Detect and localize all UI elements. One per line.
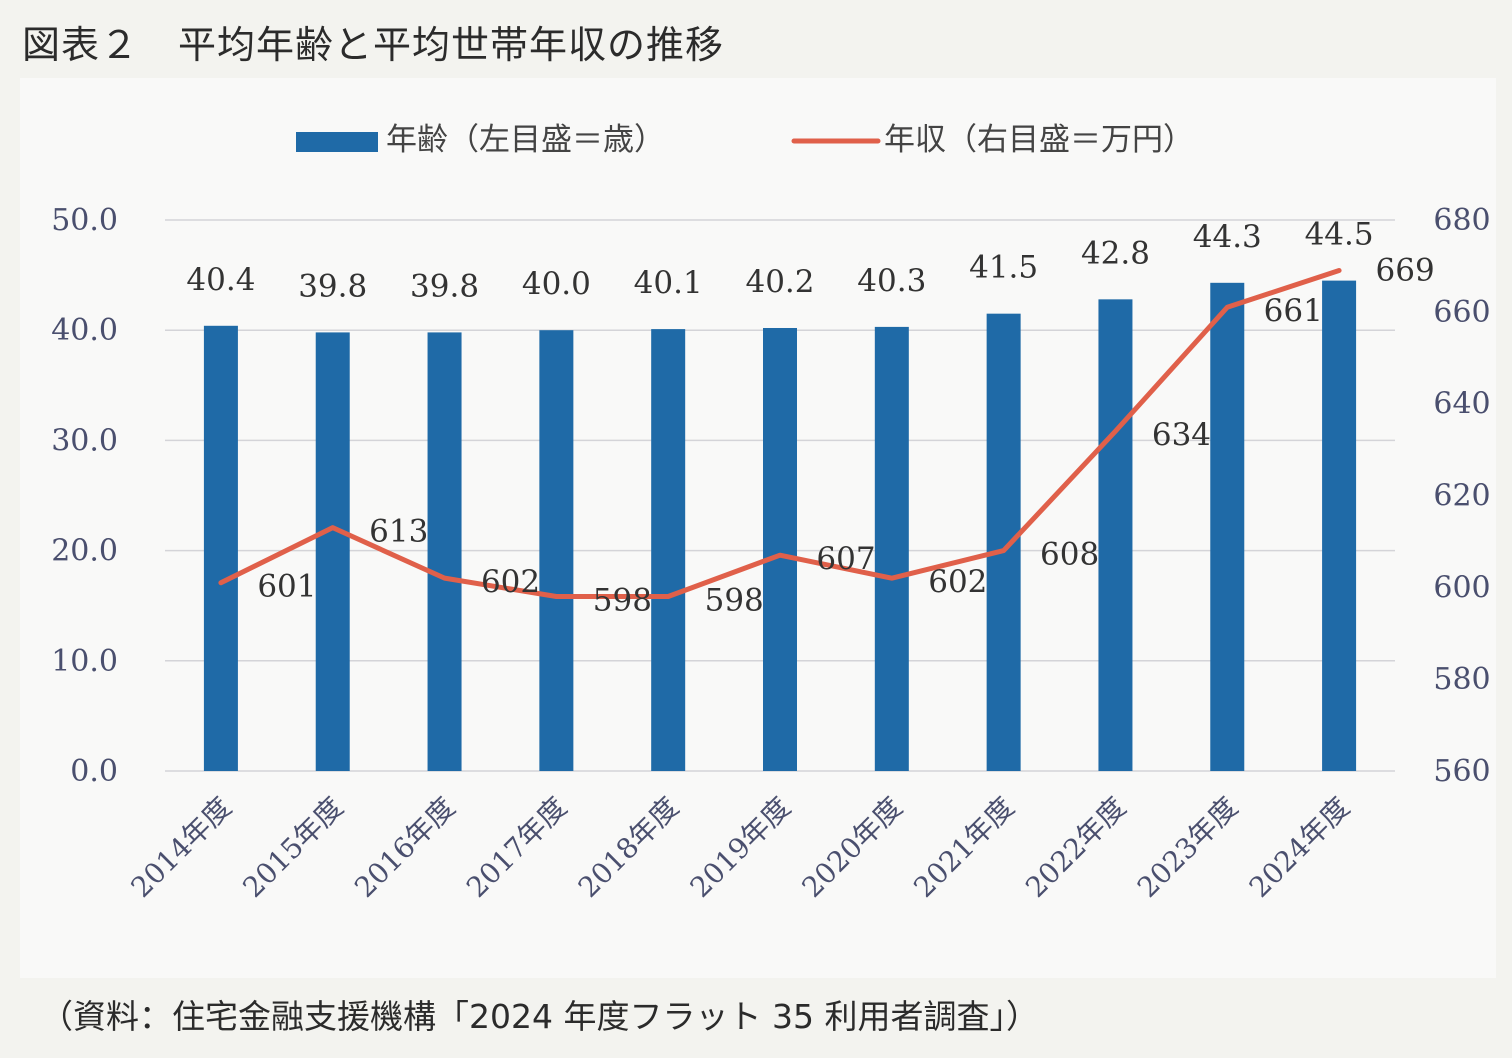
y-left-tick-label: 40.0 — [51, 313, 118, 348]
x-tick-label: 2023年度 — [1131, 791, 1244, 904]
legend-swatch-age — [296, 132, 378, 152]
bar-data-label: 39.8 — [410, 268, 479, 304]
bar-data-label: 41.5 — [969, 250, 1038, 286]
line-data-label: 607 — [816, 541, 875, 577]
line-data-label: 608 — [1040, 537, 1099, 573]
bar-age — [1098, 299, 1133, 771]
line-data-label: 634 — [1152, 417, 1211, 453]
bar-data-label: 39.8 — [298, 268, 367, 304]
line-data-label: 613 — [369, 514, 428, 550]
legend-label-age: 年齢（左目盛＝歳） — [386, 122, 665, 158]
chart-panel: 40.4 39.8 39.8 40.0 40.1 40.2 40.3 41.5 42.8 44.3… — [20, 78, 1496, 978]
x-tick-label: 2014年度 — [125, 791, 238, 904]
line-income — [218, 268, 1342, 600]
x-tick-label: 2024年度 — [1243, 791, 1356, 904]
bar-age — [874, 326, 909, 771]
x-tick-label: 2016年度 — [348, 791, 461, 904]
x-tick-label: 2020年度 — [795, 791, 908, 904]
bar-data-label: 44.5 — [1305, 217, 1374, 253]
bar-data-label: 40.3 — [857, 263, 926, 299]
y-left-tick-label: 30.0 — [51, 423, 118, 458]
legend-label-income: 年収（右目盛＝万円） — [884, 122, 1194, 158]
line-data-label: 669 — [1376, 253, 1435, 289]
bar-data-label: 40.4 — [186, 262, 255, 298]
legend: 年齢（左目盛＝歳） 年収（右目盛＝万円） — [296, 122, 1194, 158]
line-series-income — [218, 268, 1342, 600]
y-right-tick-label: 660 — [1433, 295, 1490, 330]
bar-age — [986, 313, 1021, 771]
x-tick-label: 2021年度 — [907, 791, 1020, 904]
bar-age — [1210, 282, 1245, 771]
y-left-tick-label: 0.0 — [70, 754, 118, 789]
y-right-tick-label: 620 — [1433, 479, 1490, 514]
line-data-label: 601 — [257, 569, 316, 605]
line-data-label: 598 — [593, 583, 652, 619]
y-left-tick-label: 20.0 — [51, 534, 118, 569]
y-right-tick-label: 560 — [1433, 754, 1490, 789]
bar-age — [315, 332, 350, 771]
bar-age — [427, 332, 462, 771]
y-left-tick-label: 10.0 — [51, 644, 118, 679]
bar-data-label: 42.8 — [1081, 235, 1150, 271]
bar-data-label: 40.2 — [745, 264, 814, 300]
line-data-label: 661 — [1264, 293, 1323, 329]
bar-data-label: 40.1 — [634, 265, 703, 301]
bar-age — [763, 327, 797, 771]
combo-chart: 40.4 39.8 39.8 40.0 40.1 40.2 40.3 41.5 42.8 44.3… — [51, 122, 1490, 904]
y-left-tick-label: 50.0 — [51, 203, 118, 238]
line-data-label: 602 — [928, 564, 987, 600]
y-right-tick-label: 580 — [1433, 662, 1490, 697]
line-data-label: 602 — [481, 564, 540, 600]
x-tick-label: 2017年度 — [460, 791, 573, 904]
y-right-tick-label: 680 — [1433, 203, 1490, 238]
bar-data-label: 44.3 — [1193, 219, 1262, 255]
x-tick-label: 2019年度 — [684, 791, 797, 904]
bar-data-label: 40.0 — [522, 266, 591, 302]
y-right-tick-label: 600 — [1433, 570, 1490, 605]
y-right-tick-label: 640 — [1433, 387, 1490, 422]
line-data-label: 598 — [705, 583, 764, 619]
data-labels: 40.4 39.8 39.8 40.0 40.1 40.2 40.3 41.5 42.8 44.3… — [186, 217, 1434, 619]
bar-age — [651, 329, 686, 771]
bar-age — [539, 330, 574, 771]
bar-age — [203, 325, 238, 771]
x-tick-label: 2015年度 — [236, 791, 349, 904]
x-tick-label: 2022年度 — [1019, 791, 1132, 904]
bar-series-age — [203, 280, 1357, 771]
x-tick-label: 2018年度 — [572, 791, 685, 904]
figure-title: 図表２ 平均年齢と平均世帯年収の推移 — [22, 23, 725, 67]
bar-age — [1322, 280, 1357, 771]
source-note: （資料：住宅金融支援機構「2024 年度フラット 35 利用者調査」） — [40, 997, 1039, 1036]
